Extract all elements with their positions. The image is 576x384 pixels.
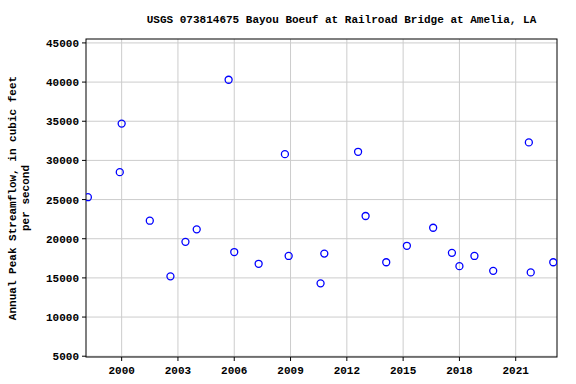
- data-point: [86, 194, 91, 201]
- x-tick-label: 2003: [165, 365, 192, 377]
- data-point: [355, 148, 362, 155]
- y-tick-label: 5000: [53, 351, 79, 363]
- grid-line-x: [177, 39, 178, 357]
- data-point: [116, 169, 123, 176]
- data-point: [471, 252, 478, 259]
- data-point: [317, 280, 324, 287]
- x-tick: [290, 357, 291, 361]
- data-point: [182, 238, 189, 245]
- data-point: [193, 226, 200, 233]
- data-point: [231, 249, 238, 256]
- data-point: [525, 139, 532, 146]
- y-tick-label: 45000: [46, 38, 79, 50]
- grid-line-x: [121, 39, 122, 357]
- x-tick: [459, 357, 460, 361]
- y-tick-label: 35000: [46, 116, 79, 128]
- data-point: [321, 250, 328, 257]
- data-point: [146, 217, 153, 224]
- y-axis-label: Annual Peak Streamflow, in cubic feetper…: [7, 76, 32, 320]
- grid-line-y: [86, 277, 557, 278]
- y-axis-label-line: per second: [20, 165, 32, 231]
- data-point: [225, 76, 232, 83]
- x-tick-label: 2018: [446, 365, 473, 377]
- x-tick: [403, 357, 404, 361]
- data-point: [167, 273, 174, 280]
- y-tick: [82, 160, 86, 161]
- x-tick: [515, 357, 516, 361]
- background: [0, 0, 576, 384]
- y-tick: [82, 42, 86, 43]
- data-point: [383, 259, 390, 266]
- y-tick-label: 10000: [46, 312, 79, 324]
- grid-line-x: [515, 39, 516, 357]
- data-point: [448, 249, 455, 256]
- y-tick: [82, 82, 86, 83]
- y-tick: [82, 199, 86, 200]
- x-tick: [234, 357, 235, 361]
- y-tick-label: 15000: [46, 273, 79, 285]
- y-tick: [82, 277, 86, 278]
- y-axis-label-line: Annual Peak Streamflow, in cubic feet: [7, 76, 19, 320]
- grid-line-x: [346, 39, 347, 357]
- y-tick: [82, 238, 86, 239]
- grid-line-y: [86, 160, 557, 161]
- grid-line-x: [290, 39, 291, 357]
- data-point: [118, 120, 125, 127]
- y-tick: [82, 317, 86, 318]
- data-point: [490, 267, 497, 274]
- points: [86, 76, 557, 287]
- x-tick-label: 2021: [503, 365, 530, 377]
- data-point: [527, 269, 534, 276]
- data-point: [403, 242, 410, 249]
- chart-container: 2000 2003 2006 2009 2012 2015 2018 2021 5000 1000…: [0, 0, 576, 384]
- y-tick-label: 30000: [46, 155, 79, 167]
- data-point: [362, 213, 369, 220]
- grid-line-y: [86, 199, 557, 200]
- data-point: [550, 259, 557, 266]
- grid-line-x: [459, 39, 460, 357]
- grid-line-x: [234, 39, 235, 357]
- y-tick-label: 20000: [46, 234, 79, 246]
- chart-svg: 2000 2003 2006 2009 2012 2015 2018 2021 5000 1000…: [0, 0, 576, 384]
- grid-line-x: [403, 39, 404, 357]
- grid-line-y: [86, 238, 557, 239]
- data-point: [255, 260, 262, 267]
- x-tick-label: 2000: [108, 365, 134, 377]
- grid-line-y: [86, 82, 557, 83]
- grid-line-y: [86, 317, 557, 318]
- data-point: [430, 224, 437, 231]
- x-tick-label: 2015: [390, 365, 417, 377]
- chart-title: USGS 073814675 Bayou Boeuf at Railroad B…: [147, 14, 537, 26]
- x-tick-label: 2009: [277, 365, 303, 377]
- y-tick-label: 40000: [46, 77, 79, 89]
- x-tick: [346, 357, 347, 361]
- plot-frame: [86, 39, 557, 357]
- data-point: [456, 263, 463, 270]
- data-point: [281, 151, 288, 158]
- y-tick: [82, 356, 86, 357]
- y-tick: [82, 121, 86, 122]
- x-tick-label: 2006: [221, 365, 247, 377]
- x-tick-label: 2012: [334, 365, 360, 377]
- x-tick: [177, 357, 178, 361]
- y-tick-label: 25000: [46, 195, 79, 207]
- x-tick: [121, 357, 122, 361]
- grid-line-y: [86, 42, 557, 43]
- grid-line-y: [86, 121, 557, 122]
- data-point: [285, 252, 292, 259]
